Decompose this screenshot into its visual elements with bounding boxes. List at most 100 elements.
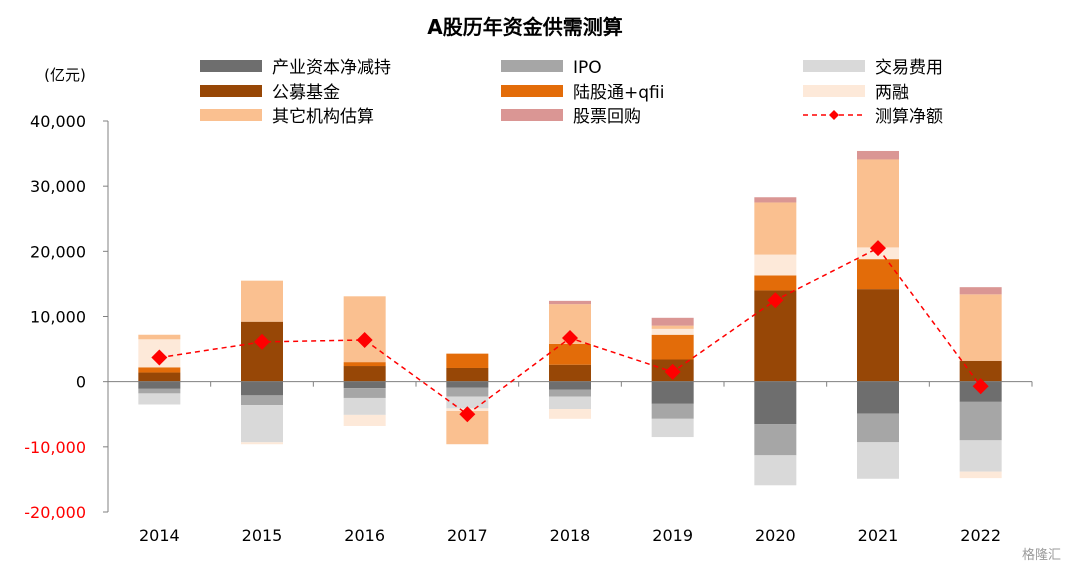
y-tick-label: 0	[76, 373, 86, 392]
bar-2016-series-4	[343, 362, 386, 367]
bar-2014-series-0	[138, 381, 181, 389]
legend-swatch	[803, 85, 865, 97]
x-tick-label: 2019	[652, 526, 693, 545]
x-tick-label: 2017	[447, 526, 488, 545]
bar-2017-series-0	[446, 381, 489, 388]
bar-2016-series-2	[343, 397, 386, 415]
bar-2021-series-6	[857, 159, 899, 248]
axes: -20,000 -10,000 0 10,000 20,000 30,000 40,000 2…	[24, 112, 1033, 545]
legend-swatch	[501, 85, 563, 97]
bar-2020-series-5	[754, 254, 797, 276]
net-point-2020	[767, 292, 784, 309]
bar-2019-series-5	[651, 328, 694, 335]
legend-label: 两融	[875, 83, 909, 103]
bar-2017-series-4	[446, 353, 489, 368]
legend-swatch	[200, 60, 262, 72]
legend-label: IPO	[573, 58, 602, 78]
y-axis-label: (亿元)	[44, 66, 86, 84]
legend-swatch	[200, 85, 262, 97]
legend-swatch	[200, 109, 262, 121]
bar-2019-series-6	[651, 325, 694, 329]
bar-2016-series-5	[343, 414, 386, 426]
bar-2015-series-1	[241, 395, 283, 406]
x-tick-label: 2021	[858, 526, 899, 545]
legend-swatch	[501, 60, 563, 72]
x-tick-label: 2022	[960, 526, 1001, 545]
net-line	[151, 240, 989, 423]
x-tick-label: 2014	[139, 526, 180, 545]
bar-2014-series-3	[138, 372, 181, 382]
net-point-2016	[356, 331, 373, 348]
bar-2022-series-3	[959, 360, 1002, 382]
bar-2014-series-1	[138, 388, 181, 394]
bar-2020-series-6	[754, 202, 797, 255]
bar-2021-series-7	[857, 150, 899, 160]
net-point-2015	[254, 333, 270, 350]
bar-2014-series-6	[138, 334, 181, 340]
legend-label: 公募基金	[272, 83, 340, 103]
bar-2015-series-2	[241, 405, 283, 443]
bar-2022-series-2	[959, 440, 1002, 472]
bar-2021-series-0	[857, 381, 899, 414]
bars	[138, 150, 1002, 486]
bar-2021-series-4	[857, 259, 899, 290]
y-tick-label: 40,000	[30, 112, 86, 131]
legend-line-marker	[829, 110, 839, 120]
bar-2015-series-0	[241, 381, 283, 396]
bar-2016-series-3	[343, 366, 386, 382]
net-point-2017	[459, 406, 476, 423]
legend-label: 测算净额	[875, 107, 943, 127]
legend-label: 交易费用	[875, 58, 943, 78]
bar-2020-series-7	[754, 197, 797, 203]
bar-2015-series-6	[241, 280, 283, 322]
bar-2019-series-0	[651, 381, 694, 404]
x-tick-label: 2018	[550, 526, 591, 545]
chart-title: A股历年资金供需测算	[427, 15, 622, 39]
x-tick-label: 2020	[755, 526, 796, 545]
bar-2014-series-2	[138, 393, 181, 405]
bar-2015-series-3	[241, 321, 283, 382]
bar-2018-series-2	[549, 396, 591, 410]
net-point-2018	[562, 330, 578, 347]
y-tick-label: -20,000	[24, 503, 86, 522]
bar-2019-series-7	[651, 317, 694, 326]
bar-2022-series-7	[959, 287, 1002, 295]
net-point-2022	[972, 378, 989, 395]
bar-2016-series-1	[343, 388, 386, 398]
bar-2019-series-1	[651, 403, 694, 419]
bar-2022-series-5	[959, 471, 1002, 479]
legend-label: 陆股通+qfii	[573, 83, 664, 103]
y-tick-label: -10,000	[24, 438, 86, 457]
bar-2015-series-5	[241, 442, 283, 445]
legend-swatch	[803, 60, 865, 72]
bar-2021-series-3	[857, 289, 899, 382]
bar-2022-series-6	[959, 294, 1002, 361]
bar-2019-series-4	[651, 334, 694, 360]
bar-2018-series-3	[549, 364, 591, 382]
x-tick-label: 2016	[344, 526, 385, 545]
bar-2020-series-4	[754, 275, 797, 291]
bar-2020-series-0	[754, 381, 797, 425]
bar-2018-series-0	[549, 381, 591, 390]
legend-label: 产业资本净减持	[272, 58, 391, 78]
bar-2017-series-2	[446, 396, 489, 409]
bar-2018-series-1	[549, 389, 591, 397]
bar-2016-series-6	[343, 296, 386, 363]
y-tick-label: 10,000	[30, 308, 86, 327]
watermark: 格隆汇	[1021, 548, 1061, 563]
bar-2021-series-1	[857, 413, 899, 443]
y-tick-label: 30,000	[30, 177, 86, 196]
x-tick-label: 2015	[242, 526, 283, 545]
bar-2016-series-0	[343, 381, 386, 389]
bar-2018-series-4	[549, 343, 591, 365]
bar-2021-series-2	[857, 442, 899, 479]
legend-label: 股票回购	[573, 107, 641, 127]
net-point-2019	[664, 363, 681, 380]
bar-2020-series-2	[754, 455, 797, 486]
bar-2019-series-2	[651, 418, 694, 438]
bar-2018-series-7	[549, 300, 591, 305]
bar-2018-series-5	[549, 409, 591, 419]
bar-2017-series-1	[446, 387, 489, 397]
